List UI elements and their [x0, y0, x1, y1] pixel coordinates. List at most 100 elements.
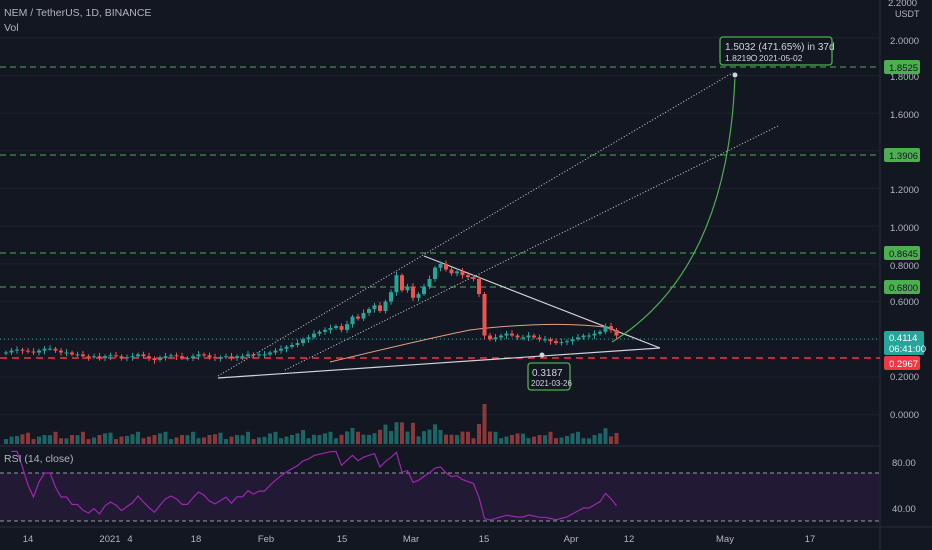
candle-body — [603, 326, 608, 332]
volume-bar — [455, 435, 459, 444]
volume-bar — [482, 404, 487, 444]
volume-bar — [339, 434, 344, 444]
volume-bar — [48, 435, 52, 444]
last-price-tag: 0.4114 — [889, 333, 917, 344]
volume-bar — [521, 433, 525, 444]
candle-body — [328, 327, 333, 330]
candle-body — [394, 275, 399, 293]
volume-bar — [603, 428, 608, 444]
volume-bar — [103, 433, 107, 444]
candle-body — [86, 356, 91, 358]
candle-body — [488, 335, 492, 340]
candles — [4, 260, 619, 364]
volume-bar — [614, 433, 619, 444]
candle-body — [460, 271, 465, 276]
chart-title: NEM / TetherUS, 1D, BINANCE — [4, 7, 152, 19]
volume-bar — [570, 433, 575, 444]
volume-bar — [92, 437, 96, 444]
candle-body — [191, 356, 195, 359]
candle-body — [372, 305, 377, 310]
price-tick: 0.2000 — [890, 372, 919, 383]
candle-body — [449, 269, 454, 274]
volume-bar — [81, 431, 85, 444]
volume-bar — [378, 429, 382, 444]
volume-bar — [449, 434, 454, 444]
volume-bar — [587, 438, 591, 444]
volume-bar — [471, 438, 476, 444]
time-tick: 14 — [23, 534, 34, 545]
candle-body — [26, 350, 30, 352]
candle-body — [367, 309, 371, 313]
candle-body — [339, 326, 344, 330]
candle-body — [389, 292, 393, 302]
volume-bar — [86, 439, 91, 444]
candle-body — [152, 358, 157, 361]
candle-body — [246, 354, 250, 357]
candle-body — [345, 324, 349, 330]
channel-line-upper — [217, 71, 735, 377]
candle-body — [576, 337, 580, 340]
candle-body — [213, 357, 217, 359]
volume-bar — [356, 431, 360, 444]
volume-bar — [400, 422, 404, 444]
candle-body — [4, 352, 8, 354]
price-tick: 1.0000 — [890, 223, 919, 234]
candle-body — [565, 341, 569, 343]
volume-bar — [31, 439, 36, 444]
volume-bar — [510, 435, 514, 444]
volume-bar — [251, 439, 256, 444]
level-lines — [0, 66, 880, 359]
volume-bar — [97, 435, 102, 444]
volume-bar — [37, 436, 41, 444]
volume-bar — [416, 436, 421, 444]
candle-body — [202, 354, 206, 356]
level-tag-5: 0.2967 — [889, 359, 918, 370]
candle-body — [268, 352, 272, 355]
candle-body — [598, 331, 602, 334]
rsi-tick: 40.00 — [892, 504, 916, 515]
volume-bar — [114, 439, 118, 444]
time-tick: 18 — [191, 534, 202, 545]
time-tick: Feb — [258, 534, 274, 545]
time-tick: 15 — [337, 534, 348, 545]
candle-body — [196, 354, 201, 357]
candle-body — [323, 329, 327, 332]
volume-bar — [543, 435, 547, 444]
candle-body — [433, 267, 437, 279]
candle-body — [526, 335, 531, 338]
candle-body — [570, 339, 575, 342]
volume-bar — [444, 434, 448, 444]
volume-bar — [64, 438, 69, 444]
volume-label: Vol — [4, 22, 19, 34]
time-tick: Mar — [403, 534, 419, 545]
price-tick: 1.8000 — [890, 72, 919, 83]
volume-bar — [433, 424, 437, 444]
level-tag-4: 0.6800 — [889, 283, 918, 294]
candle-body — [37, 350, 41, 353]
volume-bar — [576, 431, 580, 444]
candle-body — [42, 348, 47, 351]
time-tick: 2021 — [99, 534, 120, 545]
target-callout: 1.5032 (471.65%) in 37d 1.8219 2021-05-0… — [719, 36, 835, 66]
moving-average — [329, 323, 613, 363]
volume-bar — [488, 431, 492, 444]
volume-bar — [422, 431, 426, 444]
low-callout: 0.3187 2021-03-26 — [527, 362, 572, 391]
candle-body — [207, 355, 212, 358]
volume-bar — [42, 435, 47, 444]
volume-bar — [108, 432, 113, 444]
volume-bar — [246, 431, 250, 444]
candle-body — [185, 358, 190, 360]
candle-body — [9, 350, 14, 353]
candle-body — [477, 278, 481, 295]
volume-bar — [130, 434, 135, 444]
volume-bar — [499, 438, 503, 444]
volume-bar — [53, 431, 58, 444]
countdown-tag: 06:41:00 — [889, 344, 926, 355]
candle-body — [416, 294, 421, 298]
currency-unit: USDT — [895, 9, 920, 19]
price-tick: 0.8000 — [890, 261, 919, 272]
candle-body — [411, 286, 415, 298]
volume-bar — [372, 433, 377, 444]
